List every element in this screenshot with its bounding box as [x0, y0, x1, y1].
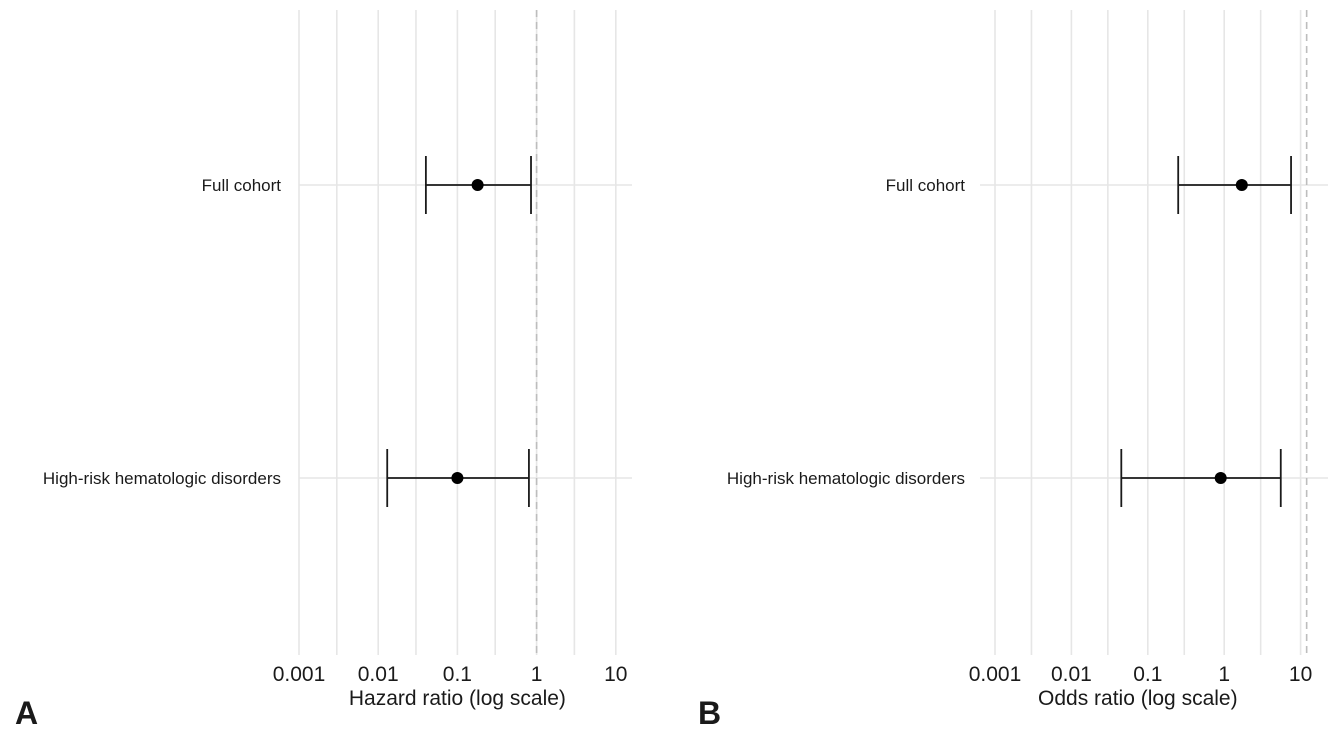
point-estimate	[471, 179, 484, 191]
x-tick-label: 1	[1218, 663, 1230, 686]
x-tick-label: 1	[531, 663, 543, 686]
x-tick-label: 0.01	[1051, 663, 1092, 686]
point-estimate	[451, 472, 464, 484]
row-label: High-risk hematologic disorders	[727, 469, 965, 488]
x-axis-title: Odds ratio (log scale)	[1038, 687, 1238, 710]
x-tick-label: 10	[1289, 663, 1312, 686]
point-estimate	[1235, 179, 1248, 191]
point-estimate	[1214, 472, 1227, 484]
x-axis-title: Hazard ratio (log scale)	[349, 687, 566, 710]
panel-letter: A	[15, 695, 38, 731]
x-tick-label: 0.001	[969, 663, 1022, 686]
row-label: Full cohort	[886, 176, 966, 195]
x-tick-label: 10	[604, 663, 627, 686]
panel-a-hazard-ratio: Full cohort High-risk hematologic disorde…	[15, 10, 632, 731]
panel-b-odds-ratio: Full cohort High-risk hematologic disorde…	[698, 10, 1328, 731]
x-tick-label: 0.1	[1133, 663, 1162, 686]
row-label: High-risk hematologic disorders	[43, 469, 281, 488]
x-tick-label: 0.01	[358, 663, 399, 686]
panel-letter: B	[698, 695, 721, 731]
x-tick-label: 0.001	[273, 663, 326, 686]
x-tick-label: 0.1	[443, 663, 472, 686]
row-label: Full cohort	[202, 176, 282, 195]
